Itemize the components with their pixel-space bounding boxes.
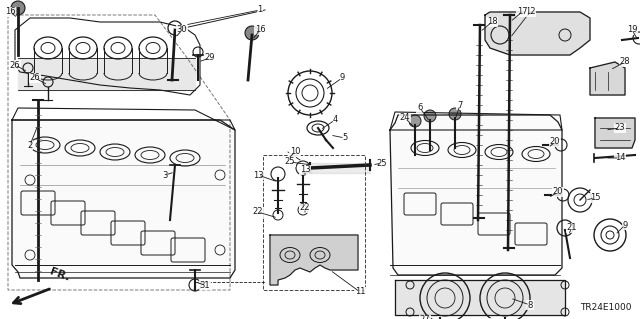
Text: 2: 2 [28, 140, 33, 150]
Text: 3: 3 [163, 170, 168, 180]
Polygon shape [390, 115, 562, 275]
Text: 26: 26 [29, 73, 40, 83]
Text: 12: 12 [525, 8, 535, 17]
Text: 25: 25 [377, 159, 387, 167]
Polygon shape [395, 280, 565, 315]
Text: 9: 9 [622, 220, 628, 229]
Text: 13: 13 [300, 166, 310, 174]
Text: 25: 25 [285, 158, 295, 167]
Circle shape [449, 108, 461, 120]
Text: 22: 22 [253, 207, 263, 217]
Text: 18: 18 [486, 18, 497, 26]
Text: 13: 13 [253, 170, 263, 180]
Text: 10: 10 [290, 147, 300, 157]
Text: 7: 7 [458, 100, 463, 109]
Text: 22: 22 [300, 204, 310, 212]
Text: 14: 14 [615, 153, 625, 162]
Text: 6: 6 [417, 103, 422, 113]
Text: 30: 30 [177, 26, 188, 34]
Text: 27: 27 [420, 315, 430, 319]
Text: 28: 28 [620, 57, 630, 66]
Text: 16: 16 [4, 8, 15, 17]
Circle shape [11, 1, 25, 15]
Text: 17: 17 [516, 8, 527, 17]
Text: 1: 1 [257, 5, 262, 14]
Circle shape [424, 110, 436, 122]
Text: FR.: FR. [48, 267, 70, 283]
Text: 24: 24 [400, 114, 410, 122]
Text: 26: 26 [10, 61, 20, 70]
Text: 29: 29 [205, 54, 215, 63]
Text: 9: 9 [339, 73, 344, 83]
Text: 15: 15 [589, 194, 600, 203]
Text: 5: 5 [342, 133, 348, 143]
Text: TR24E1000: TR24E1000 [580, 303, 632, 312]
Polygon shape [270, 235, 358, 285]
Polygon shape [595, 118, 635, 148]
Text: 11: 11 [355, 287, 365, 296]
Text: 27: 27 [484, 318, 495, 319]
Text: 31: 31 [200, 280, 211, 290]
Text: 19: 19 [627, 26, 637, 34]
Text: 21: 21 [567, 224, 577, 233]
Text: 16: 16 [255, 26, 266, 34]
Polygon shape [590, 62, 625, 95]
Polygon shape [12, 120, 235, 278]
Text: 23: 23 [614, 123, 625, 132]
Text: 20: 20 [550, 137, 560, 146]
Circle shape [245, 26, 259, 40]
Text: 8: 8 [527, 300, 532, 309]
Polygon shape [485, 12, 590, 55]
Text: 20: 20 [553, 188, 563, 197]
Circle shape [409, 115, 421, 127]
Text: 4: 4 [332, 115, 338, 124]
